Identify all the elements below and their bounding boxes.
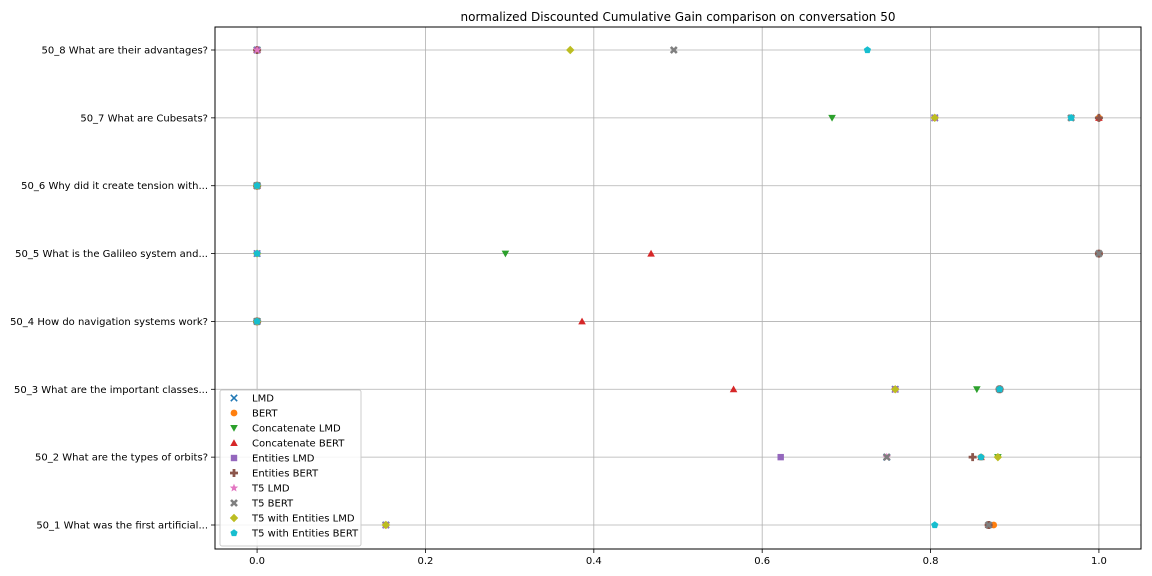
point-concatenate-bert [578,317,586,325]
legend-label: T5 with Entities BERT [251,529,359,540]
legend-box [219,389,362,547]
x-tick-label: 1.0 [1091,556,1107,567]
point-concatenate-lmd [501,250,510,258]
legend-label: T5 with Entities LMD [251,514,355,525]
y-tick-label: 50_3 What are the important classes... [14,385,208,396]
x-tick-label: 0.6 [754,556,770,567]
legend-marker-t5-with-entities-lmd [229,513,239,523]
point-t5-bert [984,521,993,529]
point-t5-with-entities-lmd [381,520,391,530]
point-entities-bert [968,453,977,462]
legend-label: T5 BERT [251,499,294,510]
point-t5-with-entities-bert [253,181,261,189]
chart-title: normalized Discounted Cumulative Gain co… [461,10,896,24]
point-t5-with-entities-lmd [993,452,1003,462]
x-tick-label: 0.8 [923,556,939,567]
point-t5-with-entities-bert [931,521,939,529]
legend: LMD BERT Concatenate LMD Concatenate BERT En… [219,389,362,547]
legend-marker-t5-lmd [229,483,239,492]
point-t5-with-entities-bert [977,453,985,461]
y-tick-label: 50_7 What are Cubesats? [80,113,208,124]
point-t5-with-entities-lmd [930,113,939,123]
point-t5-bert [1094,249,1103,258]
point-entities-lmd [777,453,784,461]
legend-marker-concatenate-bert [230,439,238,446]
legend-marker-t5-bert [230,499,238,507]
point-t5-bert [669,46,678,54]
y-tick-label: 50_1 What was the first artificial... [36,521,208,532]
y-tick-label: 50_5 What is the Galileo system and... [15,249,208,260]
point-t5-with-entities-lmd [890,385,900,394]
point-concatenate-bert [729,385,738,393]
point-t5-with-entities-bert [863,46,872,54]
x-tick-label: 0.0 [249,556,265,567]
y-tick-label: 50_4 How do navigation systems work? [10,317,208,328]
legend-marker-concatenate-lmd [230,425,238,432]
legend-marker-t5-with-entities-bert [230,529,238,537]
legend-label: Concatenate LMD [252,424,341,435]
legend-label: Concatenate BERT [252,439,345,450]
x-tick-label: 0.2 [418,556,434,567]
legend-marker-entities-bert [230,469,238,477]
legend-label: Entities LMD [252,454,315,465]
legend-label: BERT [252,409,278,420]
legend-marker-bert [230,409,238,417]
y-tick-label: 50_2 What are the types of orbits? [35,453,208,464]
x-tick-label: 0.4 [586,556,602,567]
y-tick-label: 50_6 Why did it create tension with... [21,181,208,192]
legend-label: LMD [252,394,274,405]
y-axis-ticks: 50_1 What was the first artificial... 50_… [10,46,215,532]
legend-label: T5 LMD [251,484,290,495]
point-t5-with-entities-bert [253,317,261,325]
plot-area-frame [214,26,1142,550]
point-t5-with-entities-bert [1067,114,1075,121]
point-t5-bert [882,453,891,462]
point-concatenate-lmd [828,114,836,122]
legend-label: Entities BERT [252,469,319,480]
point-t5-with-entities-bert [253,249,261,257]
point-concatenate-lmd [973,386,981,394]
point-entities-bert [1094,113,1103,122]
point-t5-with-entities-lmd [566,45,575,55]
legend-marker-lmd [230,394,238,402]
y-tick-label: 50_8 What are their advantages? [42,46,208,57]
legend-marker-entities-lmd [230,454,238,462]
point-concatenate-bert [647,249,655,257]
point-t5-with-entities-bert [995,385,1004,393]
data-points [252,45,1103,530]
point-t5-lmd [252,45,262,54]
x-axis-ticks: 0.0 0.2 0.4 0.6 0.8 1.0 [249,549,1107,567]
